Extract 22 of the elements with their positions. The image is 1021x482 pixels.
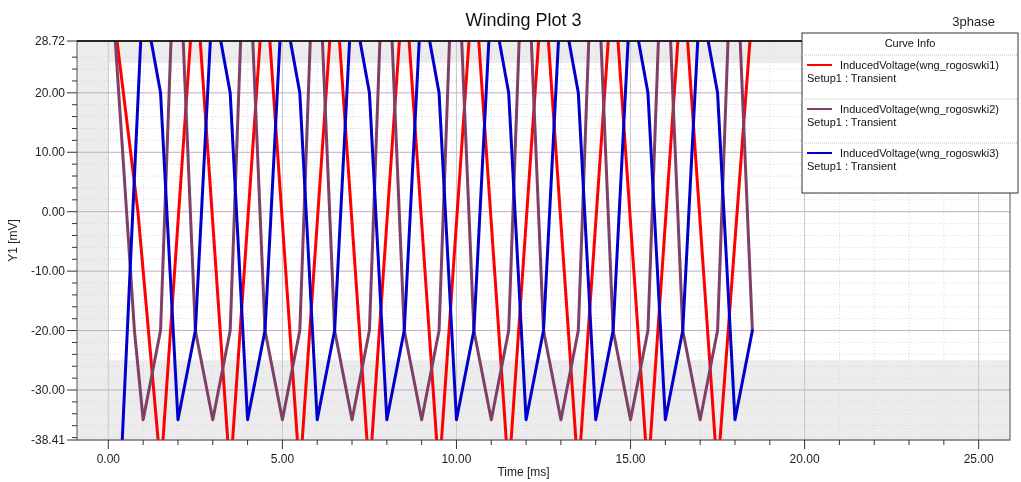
x-axis-title: Time [ms] [497, 465, 550, 479]
y-tick-label: 20.00 [34, 85, 66, 100]
x-tick-label: 0.00 [96, 452, 121, 466]
legend-title: Curve Info [884, 37, 936, 49]
chart-title: Winding Plot 3 [465, 10, 582, 30]
x-tick-label: 15.00 [615, 452, 646, 466]
legend-label: InducedVoltage(wng_rogoswki2) Setup1 : Transient [807, 103, 999, 128]
y-tick-label: -30.00 [30, 383, 66, 398]
y-tick-label: 28.72 [34, 34, 66, 48]
x-tick-label: 10.00 [441, 452, 472, 466]
y-tick-label: 0.00 [41, 204, 66, 219]
y-axis-title: Y1 [mV] [6, 219, 20, 262]
x-tick-label: 25.00 [963, 452, 995, 466]
legend-label: InducedVoltage(wng_rogoswki3) Setup1 : Transient [807, 147, 999, 172]
text: 3phase [952, 14, 995, 29]
y-tick-label: -20.00 [30, 323, 66, 338]
x-tick-label: 20.00 [789, 452, 820, 466]
legend-label: InducedVoltage(wng_rogoswki1) Setup1 : Transient [807, 59, 999, 84]
x-tick-label: 5.00 [270, 452, 295, 466]
y-tick-label: 10.00 [34, 145, 66, 160]
y-tick-label: -38.41 [30, 433, 66, 447]
y-tick-label: -10.00 [30, 264, 66, 279]
